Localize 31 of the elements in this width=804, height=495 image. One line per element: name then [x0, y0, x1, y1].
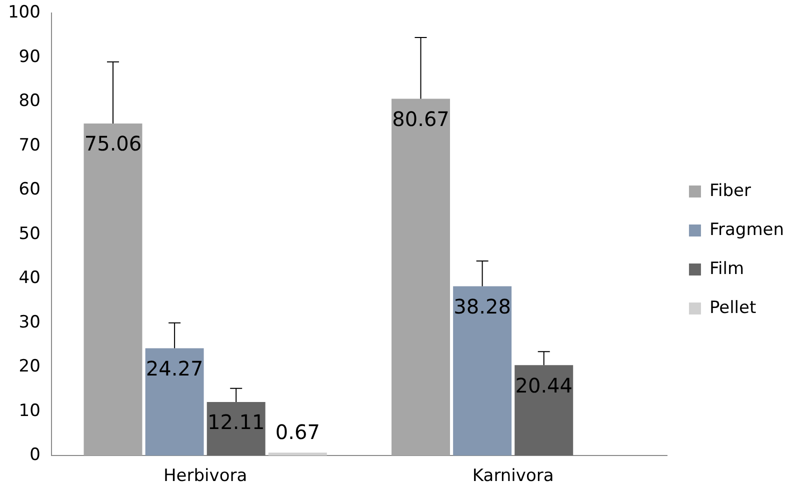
data-label: 20.44 — [515, 373, 572, 398]
x-tick-label: Karnivora — [472, 466, 554, 486]
y-tick-label: 80 — [18, 91, 40, 112]
y-tick-label: 70 — [18, 135, 40, 156]
bar — [206, 402, 266, 456]
y-tick-label: 40 — [18, 268, 40, 288]
y-tick-label: 20 — [18, 356, 40, 377]
bar — [84, 124, 142, 456]
y-tick-label: 50 — [18, 224, 40, 244]
legend-label: Film — [709, 258, 744, 279]
bar — [268, 452, 327, 456]
bar — [145, 348, 204, 456]
data-label: 38.28 — [454, 294, 511, 318]
bar — [453, 286, 512, 456]
y-tick-label: 100 — [8, 2, 40, 23]
data-label: 80.67 — [392, 106, 450, 131]
data-label: 75.06 — [84, 132, 142, 156]
y-tick-label: 10 — [18, 400, 40, 421]
legend-label: Fiber — [709, 180, 751, 201]
legend-label: Pellet — [709, 298, 756, 318]
bar — [392, 98, 450, 456]
y-tick-label: 0 — [30, 445, 40, 466]
bar — [514, 365, 574, 456]
y-tick-label: 60 — [18, 180, 40, 200]
data-label: 24.27 — [146, 356, 204, 380]
y-tick-label: 90 — [18, 46, 40, 67]
data-label: 12.11 — [207, 410, 265, 434]
y-tick-label: 30 — [18, 312, 40, 332]
x-tick-label: Herbivora — [164, 466, 248, 486]
legend-label: Fragmen — [709, 220, 784, 240]
data-label: 0.67 — [275, 420, 320, 444]
